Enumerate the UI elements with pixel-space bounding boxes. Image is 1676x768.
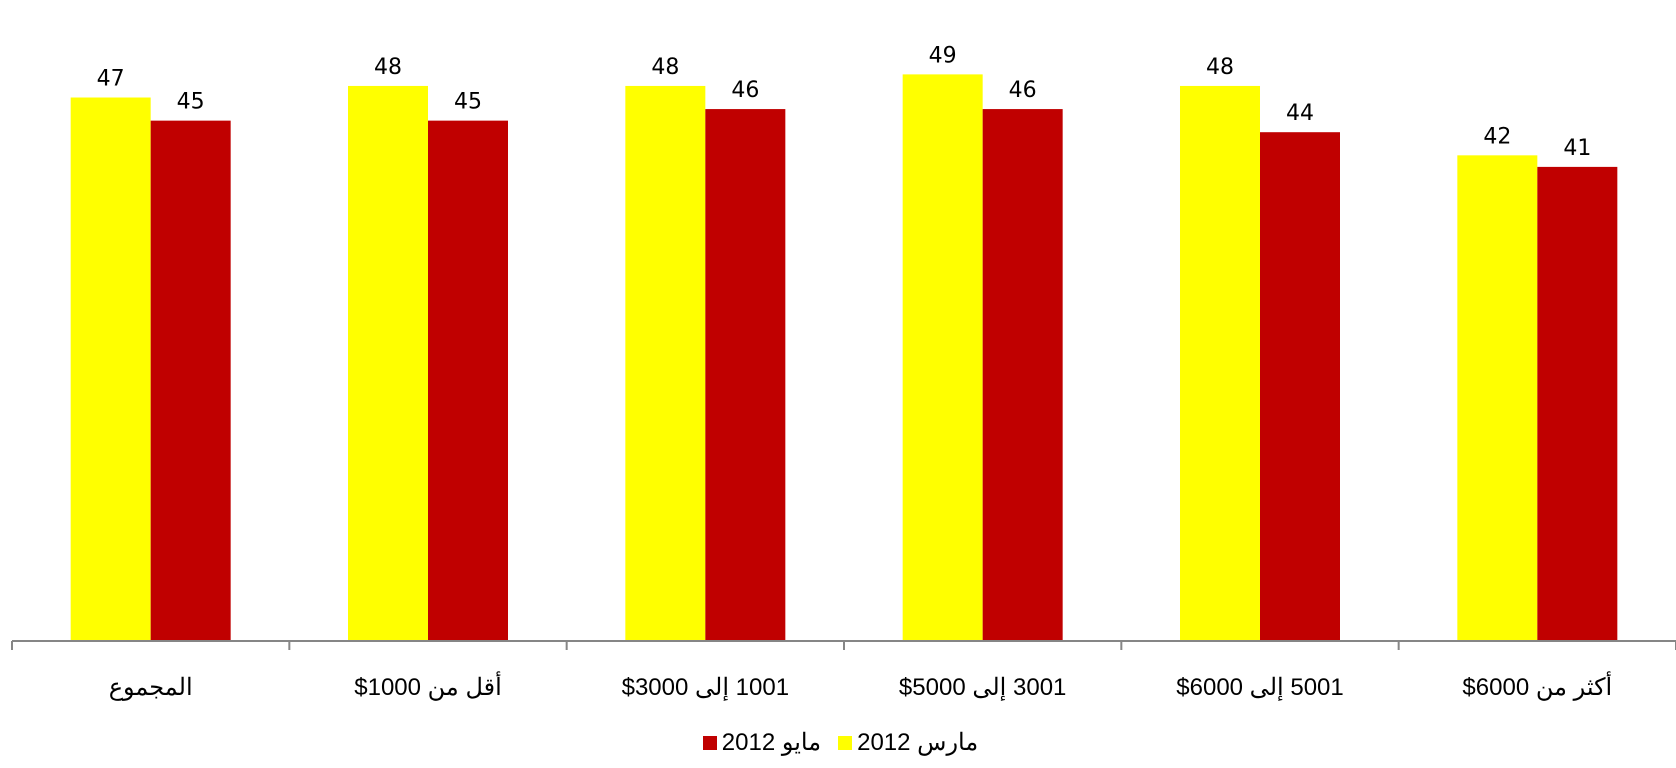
category-labels-layer: المجموع أقل من 1000$ 1001 إلى 3000$ 3001 إل… bbox=[109, 670, 1613, 701]
bar-series-1-category-2 bbox=[348, 85, 428, 642]
legend-swatch-series-1 bbox=[838, 735, 853, 750]
x-axis-ticks bbox=[11, 641, 1676, 650]
data-label-series-1-category-3: 48 bbox=[651, 55, 679, 80]
legend-label-series-1: مارس 2012 bbox=[857, 729, 979, 756]
legend-item-series-2: مايو 2012 bbox=[698, 728, 821, 757]
data-label-series-1-category-2: 48 bbox=[374, 55, 402, 80]
category-label-1: المجموع bbox=[109, 674, 193, 701]
data-label-series-1-category-4: 49 bbox=[929, 43, 957, 68]
category-label-6: أكثر من 6000$ bbox=[1462, 670, 1612, 701]
bar-series-1-category-4 bbox=[902, 74, 983, 641]
category-label-2: أقل من 1000$ bbox=[354, 670, 502, 701]
bar-series-2-category-5 bbox=[1260, 132, 1340, 641]
value-labels-layer: 47 45 48 45 48 46 49 46 48 44 42 41 bbox=[97, 43, 1592, 161]
data-label-series-2-category-3: 46 bbox=[731, 78, 759, 103]
legend-item-series-1: مارس 2012 bbox=[833, 728, 978, 757]
bar-series-2-category-1 bbox=[150, 120, 231, 642]
data-label-series-1-category-6: 42 bbox=[1483, 124, 1511, 149]
data-label-series-2-category-4: 46 bbox=[1009, 78, 1037, 103]
bar-series-2-category-6 bbox=[1537, 166, 1618, 641]
data-label-series-1-category-5: 48 bbox=[1206, 55, 1234, 80]
data-label-series-1-category-1: 47 bbox=[97, 67, 125, 92]
data-label-series-2-category-5: 44 bbox=[1286, 101, 1314, 126]
category-label-4: 3001 إلى 5000$ bbox=[899, 674, 1066, 701]
bar-series-1-category-6 bbox=[1457, 155, 1538, 641]
data-label-series-2-category-1: 45 bbox=[177, 90, 205, 115]
legend-swatch-series-2 bbox=[702, 735, 717, 750]
bar-series-2-category-2 bbox=[428, 120, 508, 642]
bar-series-1-category-1 bbox=[70, 97, 151, 641]
legend: مايو 2012 مارس 2012 bbox=[0, 728, 1676, 757]
data-label-series-2-category-2: 45 bbox=[454, 90, 482, 115]
category-label-5: 5001 إلى 6000$ bbox=[1176, 674, 1343, 701]
category-label-3: 1001 إلى 3000$ bbox=[622, 674, 789, 701]
legend-label-series-2: مايو 2012 bbox=[721, 729, 822, 756]
bar-series-1-category-3 bbox=[625, 85, 706, 642]
bar-series-2-category-3 bbox=[705, 109, 786, 641]
bar-series-2-category-4 bbox=[982, 109, 1063, 641]
bars-layer bbox=[70, 74, 1618, 642]
data-label-series-2-category-6: 41 bbox=[1563, 136, 1591, 161]
bar-series-1-category-5 bbox=[1180, 85, 1260, 642]
